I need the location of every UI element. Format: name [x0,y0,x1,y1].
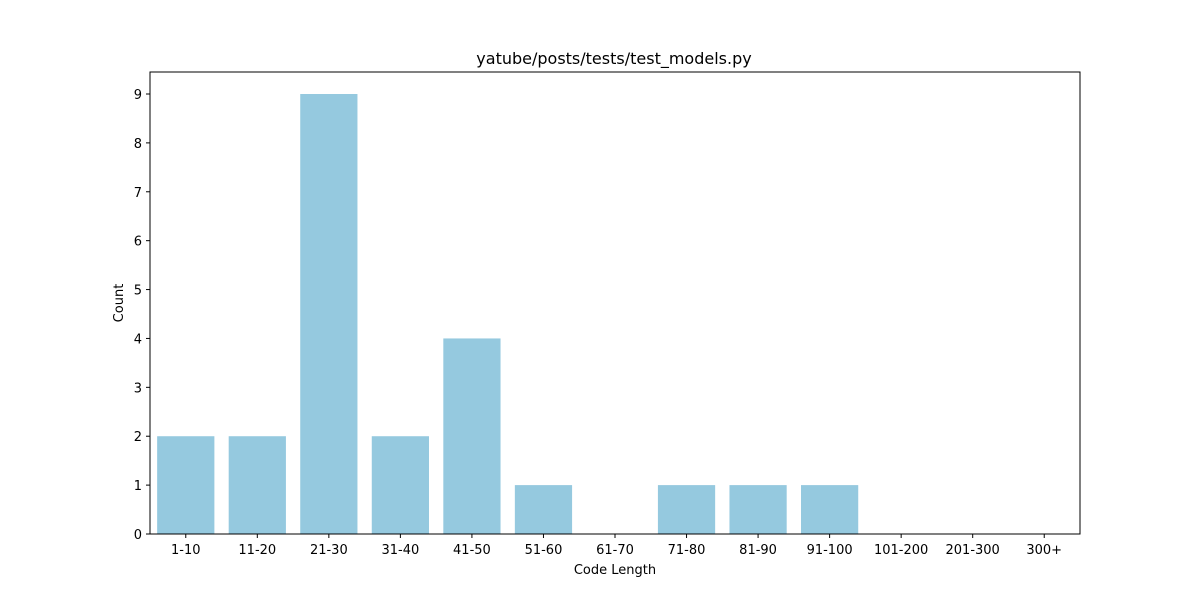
x-axis-ticks: 1-10 11-20 21-30 31-40 41-50 51-60 61-70 71-80 8… [171,534,1062,558]
y-axis-label: Count [112,284,127,323]
y-tick-label: 8 [134,137,142,152]
y-tick-label: 4 [134,332,142,347]
y-tick-label: 1 [134,479,142,494]
y-tick-label: 3 [134,381,142,396]
y-tick-label: 9 [134,88,142,103]
x-tick-label: 101-200 [874,543,928,558]
y-tick-label: 0 [134,528,142,543]
bar-51-60 [515,485,572,534]
x-tick-label: 81-90 [739,543,777,558]
bar-21-30 [300,94,357,534]
x-tick-label: 91-100 [807,543,853,558]
y-tick-label: 2 [134,430,142,445]
x-tick-label: 21-30 [310,543,348,558]
y-axis-ticks: 0 1 2 3 4 5 6 7 8 9 [134,88,150,543]
bar-31-40 [372,436,429,534]
bar-11-20 [229,436,286,534]
bar-81-90 [729,485,786,534]
chart-title: yatube/posts/tests/test_models.py [476,49,751,69]
y-tick-label: 7 [134,186,142,201]
x-tick-label: 31-40 [381,543,419,558]
x-tick-label: 51-60 [525,543,563,558]
x-tick-label: 11-20 [238,543,276,558]
x-tick-label: 1-10 [171,543,201,558]
x-tick-label: 41-50 [453,543,491,558]
x-tick-label: 61-70 [596,543,634,558]
bar-71-80 [658,485,715,534]
y-tick-label: 5 [134,284,142,299]
bar-1-10 [157,436,214,534]
bars-layer [157,94,858,534]
x-axis-label: Code Length [574,563,656,578]
bar-41-50 [443,338,500,534]
plot-frame [150,72,1080,534]
x-tick-label: 201-300 [946,543,1000,558]
y-tick-label: 6 [134,235,142,250]
bar-91-100 [801,485,858,534]
x-tick-label: 71-80 [668,543,706,558]
x-tick-label: 300+ [1026,543,1062,558]
